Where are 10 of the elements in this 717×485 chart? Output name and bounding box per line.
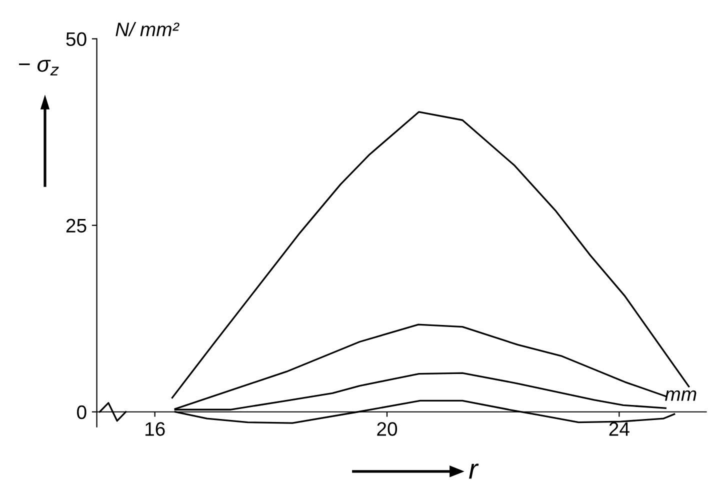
x-tick-label: 20: [377, 422, 398, 436]
x-axis-title: r: [469, 464, 479, 479]
text: N/ mm²: [116, 22, 180, 36]
x-tick-label: 24: [609, 422, 630, 436]
y-axis-title: − σ$_{z}$: [18, 60, 59, 76]
y-tick-label: 50: [66, 32, 86, 46]
x-tick-label: 16: [146, 422, 165, 436]
y-tick-label: 0: [77, 405, 86, 420]
annotation: mm: [665, 390, 696, 401]
y-tick-label: 25: [66, 218, 86, 233]
